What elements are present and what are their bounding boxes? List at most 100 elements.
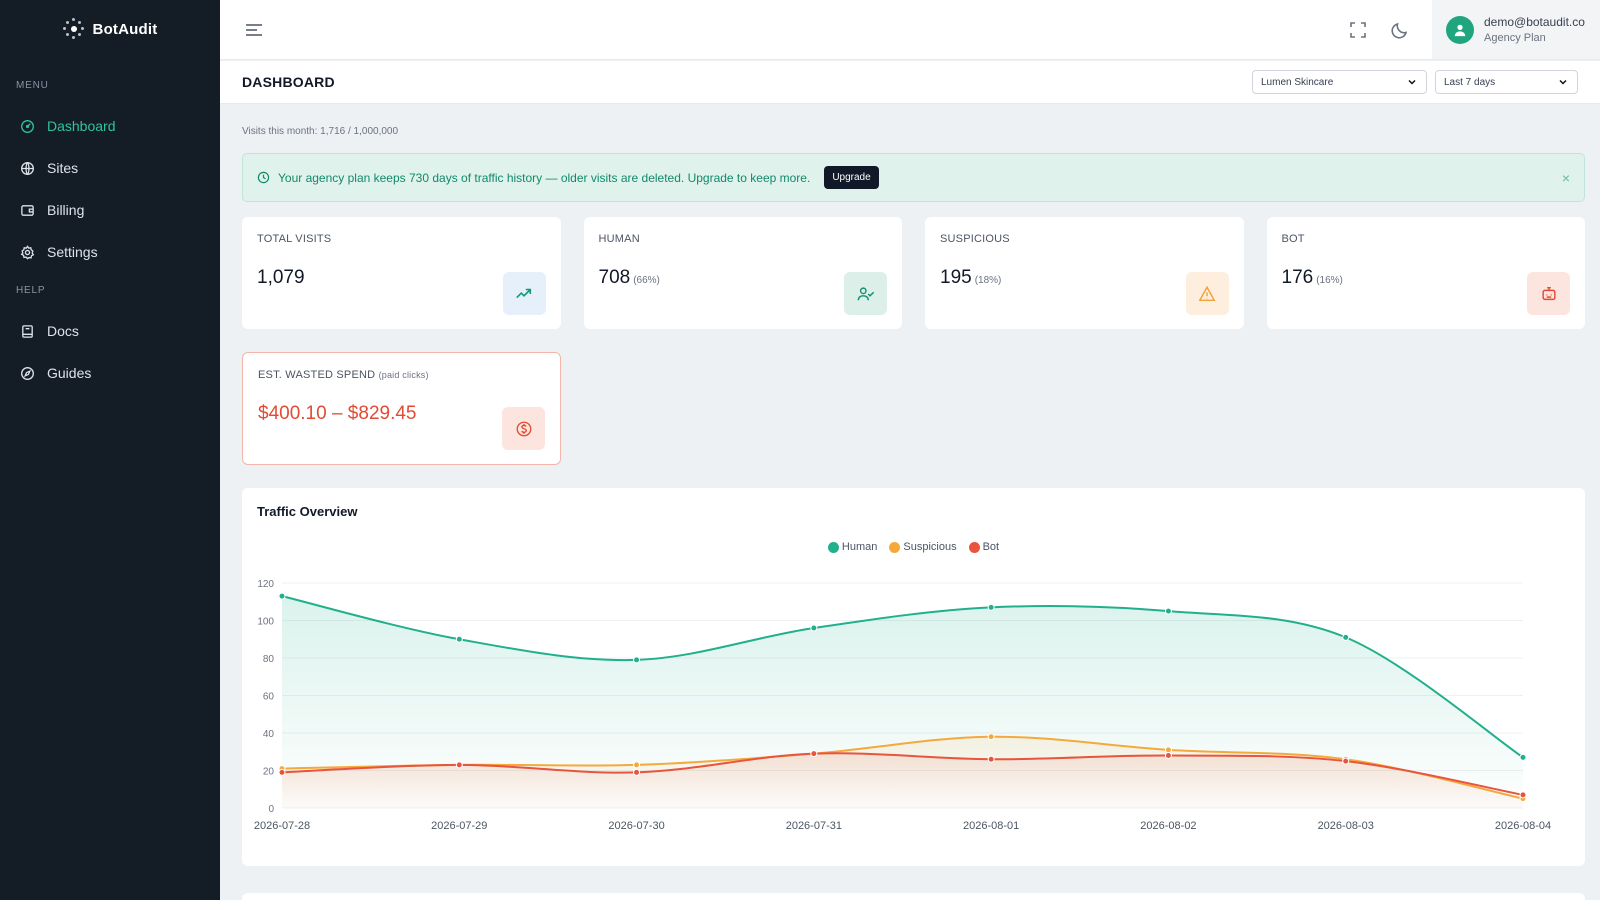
data-point-bot bbox=[1519, 791, 1527, 799]
stat-icon-box bbox=[502, 407, 545, 450]
traffic-chart: 0 20 40 60 80 100 120 2026-07-28 2026-07-29 2026-… bbox=[254, 579, 1551, 832]
y-tick-label: 60 bbox=[263, 692, 275, 703]
hamburger-menu-icon[interactable] bbox=[244, 20, 264, 40]
x-tick-label: 2026-07-31 bbox=[786, 820, 842, 832]
avatar bbox=[1446, 15, 1474, 44]
data-point-human bbox=[987, 603, 995, 611]
stat-value: $400.10 – $829.45 bbox=[258, 403, 417, 424]
user-plan: Agency Plan bbox=[1484, 32, 1546, 44]
user-menu[interactable]: demo@botaudit.co Agency Plan bbox=[1432, 0, 1600, 59]
stat-percent: (66%) bbox=[633, 275, 660, 286]
y-tick-label: 120 bbox=[257, 579, 274, 590]
x-tick-label: 2026-08-03 bbox=[1318, 820, 1374, 832]
sidebar-item-docs[interactable]: Docs bbox=[0, 310, 220, 352]
globe-icon bbox=[21, 161, 34, 175]
stat-card-total-visits: TOTAL VISITS 1,079 bbox=[242, 217, 561, 329]
stats-row: TOTAL VISITS 1,079 HUMAN 708 (66%) SUSPIC… bbox=[242, 217, 1585, 329]
chevron-down-icon bbox=[1408, 79, 1416, 85]
x-tick-label: 2026-08-04 bbox=[1495, 820, 1551, 832]
date-range-value: Last 7 days bbox=[1444, 76, 1496, 88]
next-card bbox=[242, 893, 1585, 900]
series-line-human bbox=[281, 595, 1524, 759]
stat-label: TOTAL VISITS bbox=[257, 233, 332, 245]
chart-title: Traffic Overview bbox=[257, 504, 358, 519]
sidebar-item-label: Docs bbox=[47, 323, 79, 339]
data-point-suspicious bbox=[1164, 746, 1172, 754]
data-point-human bbox=[1164, 607, 1172, 615]
stat-label: HUMAN bbox=[598, 233, 640, 245]
gear-icon bbox=[20, 244, 35, 259]
legend-item-suspicious[interactable]: Suspicious bbox=[889, 541, 957, 553]
data-point-suspicious bbox=[633, 761, 641, 769]
data-point-human bbox=[1342, 633, 1350, 641]
sidebar-item-label: Guides bbox=[47, 365, 92, 381]
data-point-bot bbox=[987, 755, 995, 763]
stat-label: SUSPICIOUS bbox=[940, 233, 1010, 245]
legend-item-human[interactable]: Human bbox=[827, 541, 877, 553]
stat-card-bot: BOT 176 (16%) bbox=[1266, 217, 1585, 329]
legend-dot bbox=[889, 541, 901, 553]
x-tick-label: 2026-07-28 bbox=[254, 820, 310, 832]
brand[interactable]: BotAudit bbox=[0, 0, 220, 58]
book-icon bbox=[22, 324, 33, 338]
main-content: Visits this month: 1,716 / 1,000,000 You… bbox=[242, 104, 1585, 866]
legend-item-bot[interactable]: Bot bbox=[968, 541, 999, 553]
series-line-bot bbox=[281, 752, 1524, 796]
chevron-down-icon bbox=[1559, 79, 1567, 85]
data-point-bot bbox=[278, 768, 286, 776]
site-select[interactable]: Lumen Skincare bbox=[1252, 70, 1427, 94]
x-tick-label: 2026-07-30 bbox=[608, 820, 664, 832]
series-area-bot bbox=[282, 753, 1523, 808]
stat-icon-box bbox=[502, 272, 546, 315]
moon-icon[interactable] bbox=[1390, 20, 1410, 40]
sidebar-item-label: Settings bbox=[47, 244, 98, 260]
compass-icon bbox=[21, 366, 34, 380]
data-point-human bbox=[1519, 753, 1527, 761]
sidebar-item-label: Billing bbox=[47, 202, 85, 218]
stat-value: 195 bbox=[940, 267, 972, 288]
brand-name: BotAudit bbox=[92, 20, 158, 38]
stat-label: BOT bbox=[1281, 233, 1305, 245]
legend-dot bbox=[827, 541, 839, 553]
chart-legend: Human Suspicious Bot bbox=[242, 541, 1585, 553]
alert-text: Your agency plan keeps 730 days of traff… bbox=[278, 170, 811, 185]
top-actions: demo@botaudit.co Agency Plan bbox=[1348, 0, 1600, 59]
close-icon[interactable]: × bbox=[1561, 169, 1570, 186]
x-tick-label: 2026-08-01 bbox=[963, 820, 1019, 832]
visits-month-text: Visits this month: 1,716 / 1,000,000 bbox=[242, 126, 399, 137]
dollar-icon bbox=[516, 421, 531, 436]
stat-icon-box bbox=[844, 272, 887, 315]
stat-icon-box bbox=[1185, 272, 1229, 315]
data-point-human bbox=[278, 592, 286, 600]
data-point-bot bbox=[455, 761, 463, 769]
sidebar-item-billing[interactable]: Billing bbox=[0, 189, 220, 231]
stat-label: EST. WASTED SPEND (paid clicks) bbox=[258, 369, 545, 381]
wallet-icon bbox=[21, 204, 34, 216]
date-range-select[interactable]: Last 7 days bbox=[1435, 70, 1578, 94]
traffic-overview-card: 0 20 40 60 80 100 120 2026-07-28 2026-07-29 2026-… bbox=[242, 488, 1585, 866]
stat-percent: (16%) bbox=[1316, 275, 1343, 286]
stat-percent: (18%) bbox=[974, 275, 1002, 286]
stat-value: 1,079 bbox=[257, 267, 305, 288]
fullscreen-icon[interactable] bbox=[1348, 20, 1368, 40]
y-tick-label: 100 bbox=[257, 617, 274, 628]
topbar: demo@botaudit.co Agency Plan bbox=[220, 0, 1600, 60]
data-point-human bbox=[633, 656, 641, 664]
sidebar-item-sites[interactable]: Sites bbox=[0, 147, 220, 189]
legend-label: Suspicious bbox=[903, 541, 957, 553]
data-point-bot bbox=[810, 750, 818, 758]
stat-card-human: HUMAN 708 (66%) bbox=[583, 217, 902, 329]
user-email: demo@botaudit.co bbox=[1484, 15, 1585, 29]
stat-card-suspicious: SUSPICIOUS 195 (18%) bbox=[925, 217, 1244, 329]
sidebar: BotAudit MENU Dashboard Sites Billing Se… bbox=[0, 0, 220, 900]
help-section-label: HELP bbox=[16, 285, 46, 296]
retention-alert: Your agency plan keeps 730 days of traff… bbox=[242, 153, 1585, 202]
sidebar-item-settings[interactable]: Settings bbox=[0, 231, 220, 273]
sidebar-item-dashboard[interactable]: Dashboard bbox=[0, 105, 220, 147]
wasted-note: (paid clicks) bbox=[378, 370, 429, 380]
upgrade-button[interactable]: Upgrade bbox=[824, 166, 879, 189]
clock-icon bbox=[257, 171, 270, 184]
data-point-bot bbox=[1164, 752, 1172, 759]
user-icon bbox=[1454, 24, 1466, 36]
sidebar-item-guides[interactable]: Guides bbox=[0, 352, 220, 394]
